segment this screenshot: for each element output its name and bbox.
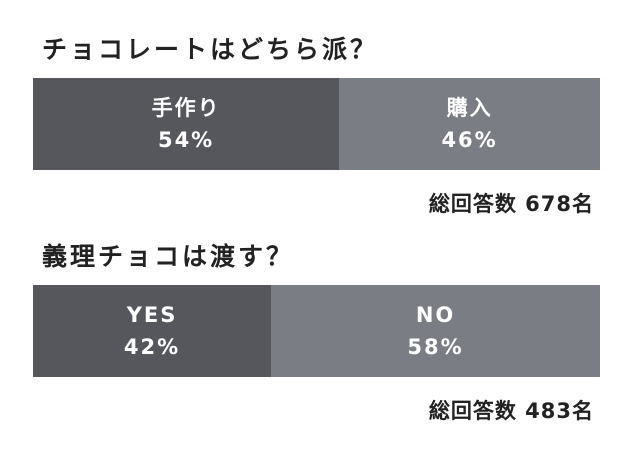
q1-segment-purchased: 購入 46% [339,78,600,170]
q2-segment-yes-value: 42% [123,335,181,359]
q2-segment-yes: YES 42% [33,285,272,377]
question-2-bar: YES 42% NO 58% [33,285,600,377]
question-2-total-respondents: 総回答数 483名 [428,399,594,423]
question-1-bar: 手作り 54% 購入 46% [33,78,600,170]
q1-segment-purchased-label: 購入 [446,96,493,120]
q2-segment-yes-label: YES [126,303,178,327]
question-2-title: 義理チョコは渡す？ [42,242,295,271]
question-1-title: チョコレートはどちら派？ [42,35,379,64]
q1-segment-handmade-value: 54% [157,128,215,152]
question-1-total-respondents: 総回答数 678名 [428,192,594,216]
q2-segment-no-value: 58% [407,335,464,359]
q1-segment-handmade: 手作り 54% [33,78,340,170]
q1-segment-purchased-value: 46% [441,128,498,152]
q2-segment-no-label: NO [415,303,456,327]
q2-segment-no: NO 58% [271,285,600,377]
q1-segment-handmade-label: 手作り [151,96,221,120]
